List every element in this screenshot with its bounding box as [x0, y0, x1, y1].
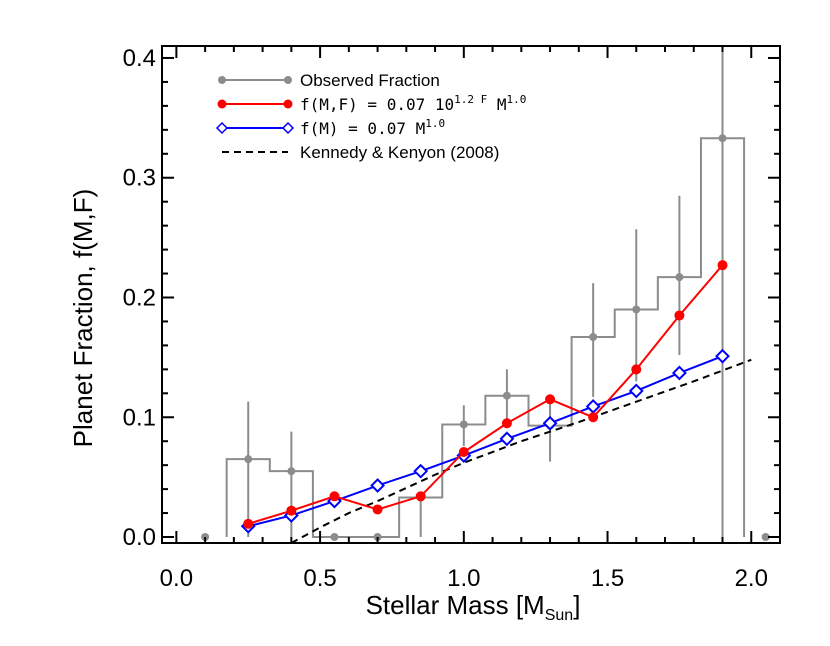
- legend-observed-point: [284, 76, 292, 84]
- x-tick-label: 0.5: [303, 565, 336, 592]
- fm-model-point: [413, 463, 429, 479]
- x-tick-label: 0.0: [160, 565, 193, 592]
- observed-point: [589, 333, 598, 342]
- fm-model-point: [585, 399, 601, 414]
- legend-fmf-point: [283, 99, 293, 109]
- x-axis-title-end: ]: [573, 590, 580, 620]
- y-axis-title: Planet Fraction, f(M,F): [68, 189, 98, 448]
- fm-model-point: [671, 365, 687, 381]
- kennedy-kenyon-line: [290, 358, 752, 543]
- fm-model-point: [499, 431, 515, 447]
- legend: Observed Fraction f(M,F) = 0.07 101.2 F M…: [215, 71, 526, 162]
- observed-point: [287, 467, 296, 476]
- legend-fmf-mid: M: [487, 95, 506, 114]
- observed-point: [244, 455, 253, 464]
- y-tick-label: 0.1: [123, 404, 156, 431]
- x-tick-label: 1.5: [591, 565, 624, 592]
- legend-fm-point: [215, 121, 229, 135]
- y-tick-label: 0.2: [123, 284, 156, 311]
- legend-fmf-sup1: 1.2 F: [454, 93, 487, 106]
- legend-fmf-sup2: 1.0: [507, 93, 527, 106]
- y-tick-label: 0.0: [123, 524, 156, 551]
- legend-fm-label: f(M) = 0.07 M1.0: [300, 117, 445, 138]
- observed-point: [502, 391, 511, 400]
- plot-data-layer: [201, 46, 770, 543]
- observed-histogram: [225, 137, 746, 539]
- observed-point: [675, 273, 684, 282]
- x-axis-title-sub: Sun: [545, 607, 573, 624]
- fmf-model-point: [588, 412, 599, 423]
- legend-observed-point: [218, 76, 226, 84]
- observed-point: [632, 305, 641, 314]
- fmf-model-point: [329, 491, 340, 502]
- y-tick-label: 0.3: [123, 165, 156, 192]
- fm-model-point: [542, 415, 558, 431]
- y-tick-label: 0.4: [123, 45, 156, 72]
- legend-fm-text: f(M) = 0.07 M: [300, 119, 425, 138]
- fmf-model-line: [247, 264, 724, 525]
- legend-fmf-point: [217, 99, 227, 109]
- legend-fmf-text: f(M,F) = 0.07 10: [300, 95, 454, 114]
- legend-observed-label: Observed Fraction: [300, 71, 440, 90]
- fmf-model-point: [631, 364, 642, 375]
- fmf-model-point: [415, 491, 426, 502]
- plot-frame: [161, 45, 781, 544]
- legend-fmf-label: f(M,F) = 0.07 101.2 F M1.0: [300, 93, 526, 114]
- fmf-model-point: [501, 418, 512, 429]
- axis-ticks: 0.0 0.5 1.0 1.5 2.0 0.0 0.1 0.2 0.3 0.4: [123, 45, 780, 592]
- legend-kk-label: Kennedy & Kenyon (2008): [300, 143, 499, 162]
- observed-point: [330, 533, 339, 542]
- x-axis-title-main: Stellar Mass [M: [366, 590, 545, 620]
- fm-model-point: [628, 383, 644, 399]
- observed-point: [761, 533, 770, 542]
- fm-model-point: [370, 478, 385, 493]
- x-axis-title: Stellar Mass [MSun]: [366, 590, 581, 624]
- fmf-model-point: [674, 310, 685, 321]
- observed-point: [459, 420, 468, 429]
- fmf-model-point: [458, 446, 469, 457]
- observed-point: [718, 134, 727, 143]
- legend-fm-sup: 1.0: [425, 117, 445, 130]
- x-tick-label: 1.0: [447, 565, 480, 592]
- fmf-model-point: [286, 505, 297, 516]
- fmf-model-point: [545, 394, 556, 405]
- fmf-model-point: [717, 260, 728, 271]
- fm-model-line: [247, 355, 723, 528]
- legend-fm-point: [281, 121, 295, 135]
- fm-model-point: [715, 348, 730, 364]
- fmf-model-point: [243, 518, 254, 529]
- x-tick-label: 2.0: [735, 565, 768, 592]
- fmf-model-point: [372, 504, 383, 515]
